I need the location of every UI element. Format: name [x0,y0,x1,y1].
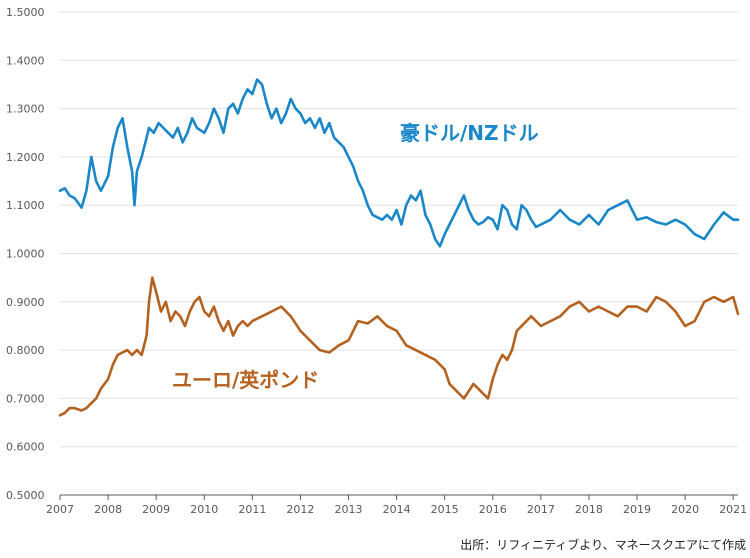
y-axis-ticks: 0.5000 0.6000 0.7000 0.8000 0.9000 1.0000 1.10… [6,6,45,502]
series-lines [58,78,740,417]
x-tick-label: 2010 [190,503,218,516]
y-tick-label: 0.5000 [6,489,45,502]
y-tick-label: 1.4000 [6,54,45,67]
x-tick-label: 2009 [142,503,170,516]
x-tick-label: 2011 [238,503,266,516]
x-tick-label: 2017 [527,503,555,516]
y-tick-label: 0.6000 [6,441,45,454]
y-tick-label: 1.5000 [6,6,45,19]
source-note: 出所：リフィニティブより、マネースクエアにて作成 [460,538,746,552]
x-tick-label: 2007 [46,503,74,516]
y-tick-label: 0.8000 [6,344,45,357]
y-tick-label: 1.0000 [6,248,45,261]
series-line-eur-gbp [58,276,740,417]
series-label-eur-gbp: ユーロ/英ポンド [172,368,319,392]
y-tick-label: 0.9000 [6,296,45,309]
x-axis: 2007 2008 2009 2010 2011 2012 2013 2014 2015 2016… [46,494,747,516]
x-tick-label: 2018 [575,503,603,516]
x-tick-label: 2021 [719,503,747,516]
x-tick-label: 2020 [671,503,699,516]
x-tick-label: 2019 [623,503,651,516]
gridlines [60,11,738,496]
x-tick-label: 2015 [431,503,459,516]
series-label-aud-nzd: 豪ドル/NZドル [400,121,539,145]
y-tick-label: 1.1000 [6,199,45,212]
series-line-aud-nzd [58,78,740,248]
x-tick-label: 2013 [335,503,363,516]
x-tick-label: 2016 [479,503,507,516]
x-tick-label: 2008 [94,503,122,516]
y-tick-label: 0.7000 [6,392,45,405]
x-tick-label: 2014 [383,503,411,516]
y-tick-label: 1.2000 [6,151,45,164]
y-tick-label: 1.3000 [6,103,45,116]
x-tick-label: 2012 [286,503,314,516]
